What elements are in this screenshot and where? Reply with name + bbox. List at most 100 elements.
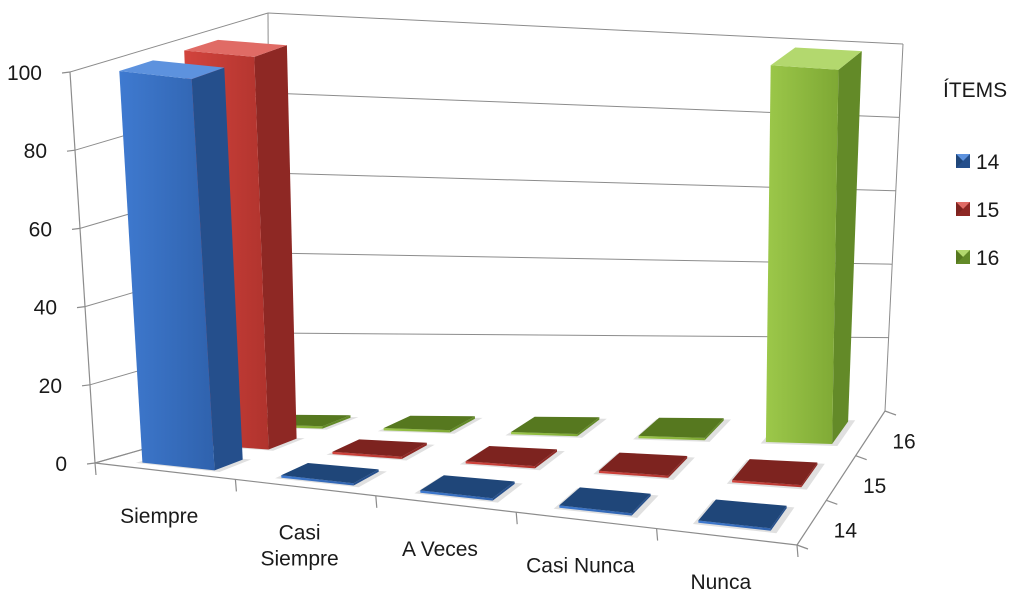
legend-label: 14 bbox=[976, 151, 1000, 174]
y-tick-label: 80 bbox=[24, 140, 47, 163]
bar-top-face bbox=[511, 416, 600, 434]
bar-front-face bbox=[465, 461, 535, 469]
x-category-label: A Veces bbox=[402, 538, 478, 561]
bar-14-casi-siempre bbox=[275, 463, 387, 488]
depth-axis-line bbox=[796, 410, 886, 546]
depth-series-label: 14 bbox=[834, 520, 858, 543]
legend-swatch-top bbox=[956, 202, 970, 209]
bar-front-face bbox=[420, 490, 493, 501]
bar-side-face bbox=[191, 67, 243, 471]
bar-front-face bbox=[383, 428, 450, 433]
legend-swatch-left bbox=[956, 154, 963, 168]
bar-14-nunca bbox=[692, 499, 795, 534]
bar-14-a-veces bbox=[414, 475, 523, 503]
legend-swatch-16 bbox=[956, 250, 970, 264]
bar-side-face bbox=[668, 456, 688, 478]
bar-top-face bbox=[119, 60, 225, 80]
legend-swatch-left bbox=[956, 250, 963, 264]
bar-front-face bbox=[732, 480, 802, 488]
x-category-label: Casi Nunca bbox=[526, 554, 635, 577]
backwall-gridline bbox=[267, 12, 904, 45]
bar-side-face bbox=[353, 469, 379, 486]
bar-top-face bbox=[732, 459, 818, 486]
y-tick-label: 20 bbox=[39, 375, 62, 398]
bar-side-face bbox=[577, 417, 600, 437]
sidewall-gridline bbox=[69, 12, 269, 73]
bar-front-face bbox=[559, 505, 632, 516]
legend-title: ÍTEMS bbox=[943, 79, 1007, 102]
x-category-label: Nunca bbox=[690, 571, 751, 594]
bar-top-face bbox=[465, 446, 557, 467]
legend-swatch-left bbox=[956, 202, 963, 216]
bar-side-face bbox=[801, 462, 818, 488]
backwall-edge bbox=[884, 43, 904, 412]
legend-swatch-14 bbox=[956, 154, 970, 168]
x-tick bbox=[94, 462, 97, 476]
x-category-label: Casi Siempre bbox=[260, 522, 338, 571]
bar-14-siempre bbox=[119, 60, 252, 472]
x-axis-line bbox=[94, 462, 798, 546]
bar-15-casi-nunca bbox=[593, 452, 695, 480]
bar-front-face bbox=[698, 520, 771, 531]
x-tick bbox=[656, 528, 659, 541]
bar-top-face bbox=[281, 463, 379, 484]
bar-side-face bbox=[401, 442, 427, 459]
depth-series-label: 15 bbox=[863, 475, 886, 498]
x-category-label: Siempre bbox=[120, 505, 198, 528]
legend-label: 15 bbox=[976, 199, 999, 222]
depth-series-label: 16 bbox=[892, 430, 915, 453]
bar-top-face bbox=[559, 487, 651, 514]
y-tick bbox=[66, 149, 76, 152]
bar-side-face bbox=[770, 505, 787, 531]
bar-side-face bbox=[631, 493, 651, 516]
depth-tick bbox=[884, 410, 897, 416]
x-tick bbox=[234, 479, 237, 492]
bar-top-face bbox=[383, 415, 475, 431]
bar-front-face bbox=[281, 475, 354, 486]
bar-side-face bbox=[449, 416, 475, 433]
y-tick-label: 0 bbox=[55, 453, 67, 476]
bar-side-face bbox=[322, 415, 351, 429]
bar-top-face bbox=[184, 39, 287, 57]
bar-side-face bbox=[492, 481, 515, 501]
x-tick bbox=[515, 512, 518, 525]
legend-swatch-15 bbox=[956, 202, 970, 216]
legend-swatch-top bbox=[956, 154, 970, 161]
depth-tick bbox=[826, 499, 838, 505]
bar-top-face bbox=[638, 417, 724, 438]
bar-top-face bbox=[332, 439, 427, 457]
y-axis-line bbox=[69, 71, 96, 464]
x-tick bbox=[796, 544, 799, 558]
bar-side-face bbox=[704, 418, 724, 441]
y-tick bbox=[76, 306, 86, 309]
bar-top-face bbox=[598, 452, 688, 476]
legend-label: 16 bbox=[976, 247, 999, 270]
bar-front-face bbox=[638, 435, 705, 441]
x-tick bbox=[375, 495, 378, 508]
bar-15-a-veces bbox=[459, 446, 565, 471]
bar-16-a-veces bbox=[505, 416, 607, 438]
bar-top-face bbox=[698, 499, 787, 529]
depth-tick bbox=[855, 455, 867, 461]
bar-15-casi-siempre bbox=[326, 439, 435, 461]
bar-front-face bbox=[765, 65, 839, 444]
bar-16-nunca bbox=[760, 47, 862, 446]
y-tick bbox=[71, 227, 81, 230]
y-tick-label: 40 bbox=[34, 297, 57, 320]
y-tick bbox=[81, 384, 91, 387]
bar-top-face bbox=[420, 475, 515, 499]
bar-front-face bbox=[119, 71, 215, 471]
bar-top-face bbox=[770, 47, 862, 70]
bar-front-face bbox=[332, 451, 402, 459]
y-tick-label: 100 bbox=[7, 62, 42, 85]
bar-side-face bbox=[832, 51, 862, 444]
bar-14-casi-nunca bbox=[553, 487, 659, 518]
bar-front-face bbox=[511, 432, 578, 437]
legend-swatch-top bbox=[956, 250, 970, 257]
bar-16-casi-nunca bbox=[633, 417, 731, 442]
bar-16-casi-siempre bbox=[377, 415, 483, 434]
bar-15-nunca bbox=[726, 459, 825, 490]
depth-tick bbox=[796, 544, 809, 550]
